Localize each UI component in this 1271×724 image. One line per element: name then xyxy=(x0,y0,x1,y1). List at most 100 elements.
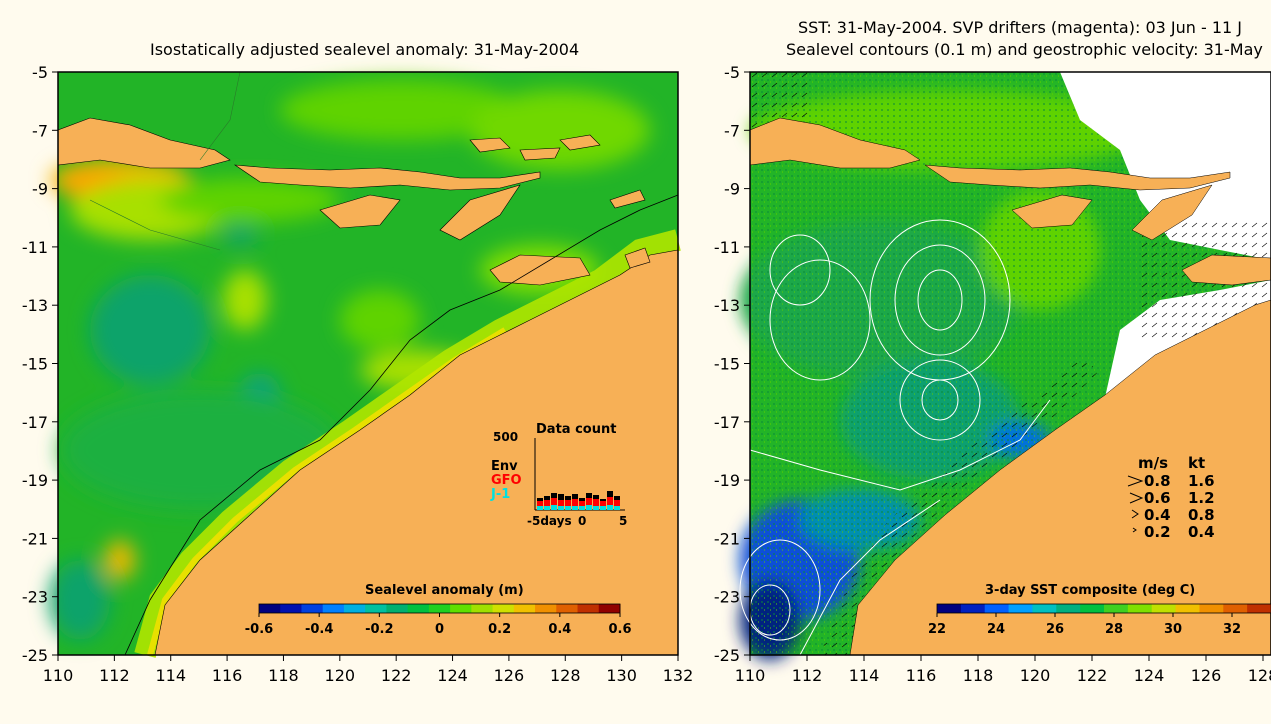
colorbar-tick-label: 24 xyxy=(987,622,1005,637)
x-tick-label: 112 xyxy=(99,666,130,685)
right-map-svg: -5 -7 -9 -11 -13 -15 -17 -19 -21 -23 -25 110 112 114… xyxy=(714,63,1271,685)
x-tick-label: 130 xyxy=(606,666,637,685)
data-count-bar xyxy=(586,498,592,505)
data-count-bar xyxy=(565,506,571,510)
data-count-bar xyxy=(579,498,585,501)
x-tick-label: 124 xyxy=(437,666,468,685)
x-tick-label: 128 xyxy=(550,666,581,685)
data-count-bar xyxy=(600,506,606,510)
velocity-row-ms: 0.2 xyxy=(1144,523,1171,541)
right-colorbar: 3-day SST composite (deg C) 22 24 26 28 30 32 xyxy=(928,583,1271,637)
right-map-title-line1: SST: 31-May-2004. SVP drifters (magenta)… xyxy=(798,18,1243,37)
x-tick-label: 126 xyxy=(1191,666,1222,685)
velocity-legend-unit-kt: kt xyxy=(1188,454,1205,472)
data-count-bar xyxy=(544,500,550,506)
data-count-bar xyxy=(600,501,606,506)
data-count-bar xyxy=(572,499,578,506)
y-tick-label: -23 xyxy=(22,588,48,607)
y-tick-label: -9 xyxy=(724,180,740,199)
y-tick-label: -21 xyxy=(714,529,740,548)
y-tick-label: -25 xyxy=(714,646,740,665)
data-count-bar xyxy=(600,499,606,501)
x-tick-label: 126 xyxy=(494,666,525,685)
x-tick-label: 118 xyxy=(268,666,299,685)
x-tick-label: 118 xyxy=(963,666,994,685)
velocity-arrow-0.8 xyxy=(1127,475,1144,487)
x-tick-label: 122 xyxy=(381,666,412,685)
data-count-bar xyxy=(572,494,578,499)
colorbar-tick-label: -0.6 xyxy=(245,622,273,637)
y-tick-label: -21 xyxy=(22,529,48,548)
left-map-svg: -5 -7 -9 -11 -13 -15 -17 -19 -21 -23 -25 110 112 114… xyxy=(22,63,694,685)
data-count-bar xyxy=(537,501,543,506)
legend-env: Env xyxy=(491,459,518,474)
y-tick-label: -19 xyxy=(22,471,48,490)
x-tick-label: 112 xyxy=(792,666,823,685)
data-count-bar xyxy=(607,491,613,497)
right-map: -5 -7 -9 -11 -13 -15 -17 -19 -21 -23 -25 110 112 114… xyxy=(700,0,1271,724)
y-tick-label: -17 xyxy=(714,413,740,432)
data-count-bar xyxy=(614,496,620,500)
y-tick-label: -9 xyxy=(32,180,48,199)
data-count-bar xyxy=(607,497,613,505)
velocity-row-ms: 0.4 xyxy=(1144,506,1171,524)
x-tick-label: 116 xyxy=(906,666,937,685)
y-tick-label: -23 xyxy=(714,588,740,607)
velocity-legend: m/s kt 0.8 1.6 0.6 1.2 0.4 0.8 0.2 0.4 xyxy=(1127,454,1215,541)
colorbar-tick-label: 32 xyxy=(1223,622,1241,637)
right-map-title-line2: Sealevel contours (0.1 m) and geostrophi… xyxy=(786,40,1263,59)
data-count-bar xyxy=(579,506,585,510)
colorbar-tick-label: -0.2 xyxy=(365,622,393,637)
colorbar-tick-label: -0.4 xyxy=(305,622,333,637)
data-count-bar xyxy=(572,506,578,510)
x-tick-label: 116 xyxy=(212,666,243,685)
data-count-bar xyxy=(565,500,571,506)
y-tick-label: -5 xyxy=(724,63,740,82)
y-tick-label: -15 xyxy=(714,355,740,374)
data-count-bar xyxy=(537,498,543,501)
right-y-axis: -5 -7 -9 -11 -13 -15 -17 -19 -21 -23 -25 xyxy=(714,63,750,665)
data-count-bar xyxy=(558,506,564,510)
y-tick-label: -7 xyxy=(32,121,48,140)
data-count-bar xyxy=(586,493,592,498)
legend-j1: J-1 xyxy=(490,487,510,502)
velocity-row-kt: 1.6 xyxy=(1188,472,1215,490)
y-tick-label: -15 xyxy=(22,355,48,374)
x-tick-label: 128 xyxy=(1248,666,1271,685)
left-land xyxy=(57,117,679,656)
data-count-bar xyxy=(586,505,592,510)
left-y-axis: -5 -7 -9 -11 -13 -15 -17 -19 -21 -23 -25 xyxy=(22,63,58,665)
colorbar-tick-label: 22 xyxy=(928,622,946,637)
velocity-row-kt: 0.8 xyxy=(1188,506,1215,524)
data-count-bar xyxy=(607,505,613,510)
left-colorbar-title: Sealevel anomaly (m) xyxy=(365,583,524,598)
colorbar-tick-label: 0 xyxy=(435,622,444,637)
left-map: -5 -7 -9 -11 -13 -15 -17 -19 -21 -23 -25 110 112 114… xyxy=(22,63,694,685)
x-tick-label: 120 xyxy=(1020,666,1051,685)
colorbar-tick-label: 0.4 xyxy=(548,622,571,637)
data-count-bar xyxy=(551,498,557,505)
data-count-bar xyxy=(614,506,620,510)
x-tick-label: 132 xyxy=(663,666,694,685)
x-tick-label: 110 xyxy=(735,666,766,685)
velocity-arrow-0.2 xyxy=(1132,527,1137,533)
y-tick-label: -19 xyxy=(714,471,740,490)
data-count-xlabel-mid: 0 xyxy=(578,514,586,528)
data-count-inset: Data count 500 Env GFO J-1 -5days 0 5 xyxy=(490,422,627,528)
data-count-title: Data count xyxy=(536,422,616,437)
data-count-bar xyxy=(551,493,557,498)
sealevel-contours xyxy=(739,219,1051,656)
data-count-bar xyxy=(614,500,620,506)
colorbar-tick-label: 26 xyxy=(1046,622,1064,637)
data-count-bar xyxy=(593,495,599,499)
left-colorbar: Sealevel anomaly (m) -0.6 -0.4 -0.2 0 0.2 0.4… xyxy=(245,583,632,637)
velocity-row-kt: 0.4 xyxy=(1188,523,1215,541)
left-x-axis: 110 112 114 116 118 120 122 124 126 128 130 132 xyxy=(43,655,694,685)
x-tick-label: 114 xyxy=(155,666,186,685)
colorbar-tick-label: 30 xyxy=(1164,622,1182,637)
colorbar-tick-label: 0.2 xyxy=(488,622,511,637)
colorbar-tick-label: 28 xyxy=(1105,622,1123,637)
data-count-bars xyxy=(537,491,620,510)
right-x-axis: 110 112 114 116 118 120 122 124 126 128 xyxy=(735,655,1271,685)
y-tick-label: -5 xyxy=(32,63,48,82)
